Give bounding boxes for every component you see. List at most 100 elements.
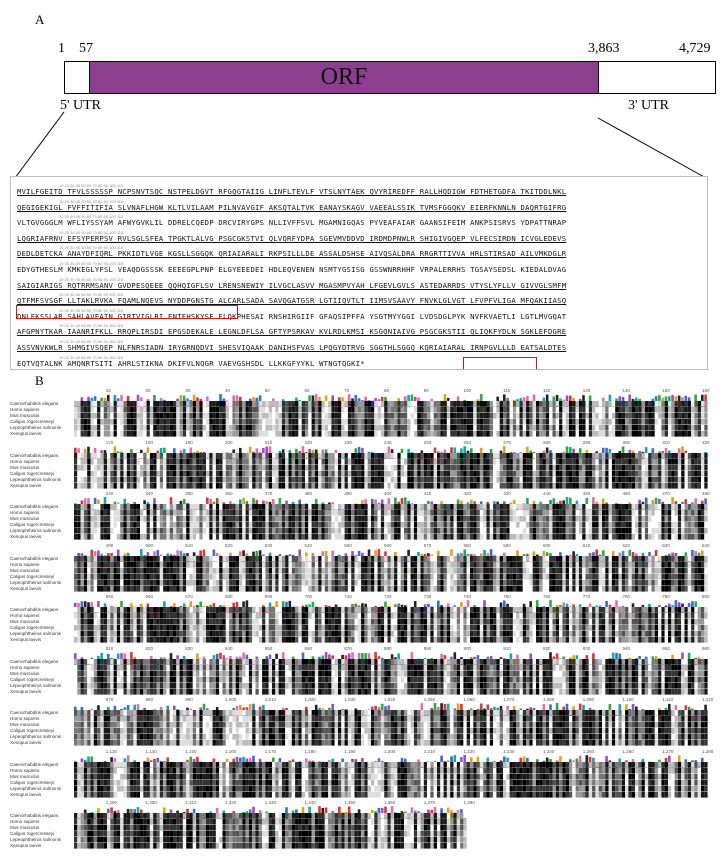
- alignment-cell: [621, 458, 626, 465]
- alignment-cell: [206, 482, 210, 489]
- alignment-cell: [206, 585, 210, 592]
- alignment-cell: [456, 516, 461, 522]
- alignment-cell: [123, 482, 127, 489]
- alignment-cell: [255, 413, 259, 419]
- alignment-cell: [156, 579, 160, 586]
- alignment-cell: [555, 413, 560, 419]
- alignment-cell: [344, 561, 348, 568]
- alignment-cell: [301, 413, 305, 419]
- alignment-cell: [651, 425, 655, 431]
- alignment-cell: [354, 401, 358, 407]
- alignment-cell: [496, 413, 500, 419]
- alignment-cell: [400, 522, 404, 528]
- alignment-cell: [281, 555, 286, 562]
- alignment-cell: [433, 504, 437, 510]
- alignment-cell: [116, 401, 121, 407]
- alignment-cell: [149, 407, 154, 413]
- alignment-cell: [225, 452, 230, 459]
- alignment-cell: [189, 419, 193, 425]
- alignment-cell: [209, 516, 213, 522]
- alignment-cell: [344, 579, 348, 586]
- alignment-cell: [522, 510, 527, 516]
- alignment-cell: [536, 504, 540, 510]
- alignment-cell: [595, 476, 599, 483]
- alignment-cell: [489, 476, 494, 483]
- alignment-cell: [100, 452, 104, 459]
- alignment-cell: [404, 464, 408, 471]
- alignment-cell: [357, 419, 362, 425]
- alignment-cell: [222, 470, 226, 477]
- alignment-cell: [473, 407, 477, 413]
- alignment-cell: [552, 452, 556, 459]
- alignment-cell: [255, 464, 259, 471]
- alignment-cell: [536, 510, 540, 516]
- alignment-cell: [113, 555, 117, 562]
- alignment-cell: [506, 504, 510, 510]
- alignment-cell: [149, 413, 154, 419]
- alignment-cell: [440, 516, 444, 522]
- alignment-cell: [258, 401, 263, 407]
- alignment-cell: [318, 579, 322, 586]
- alignment-cell: [519, 401, 523, 407]
- alignment-cell: [549, 413, 553, 419]
- alignment-cell: [74, 585, 78, 592]
- alignment-cell: [552, 516, 556, 522]
- alignment-cell: [522, 431, 527, 437]
- alignment-cell: [281, 585, 286, 592]
- alignment-cell: [423, 419, 428, 425]
- alignment-cell: [202, 470, 206, 477]
- alignment-cell: [536, 476, 540, 483]
- alignment-cell: [641, 470, 645, 477]
- alignment-cell: [328, 482, 332, 489]
- alignment-cell: [404, 534, 408, 540]
- alignment-cell: [245, 419, 249, 425]
- alignment-cell: [572, 504, 576, 510]
- alignment-cell: [143, 452, 147, 459]
- alignment-cell: [453, 425, 457, 431]
- alignment-cell: [364, 464, 368, 471]
- alignment-cell: [235, 579, 239, 586]
- alignment-cell: [644, 413, 649, 419]
- alignment-cell: [545, 470, 550, 477]
- alignment-cell: [130, 470, 134, 477]
- alignment-cell: [130, 528, 134, 534]
- logo-residue: [631, 508, 635, 511]
- alignment-cell: [519, 528, 523, 534]
- alignment-cell: [361, 470, 365, 477]
- alignment-cell: [361, 425, 365, 431]
- alignment-cell: [377, 573, 381, 580]
- alignment-cell: [83, 452, 88, 459]
- alignment-cell: [687, 470, 692, 477]
- alignment-cell: [120, 413, 124, 419]
- alignment-cell: [331, 419, 335, 425]
- alignment-cell: [318, 482, 322, 489]
- sequence-ruler: 10 20 30 40 50 60 70 80 90 100 110: [59, 339, 124, 344]
- alignment-cell: [691, 401, 695, 407]
- alignment-cell: [163, 419, 167, 425]
- alignment-cell: [364, 516, 368, 522]
- alignment-cell: [262, 561, 266, 568]
- alignment-cell: [509, 452, 513, 459]
- alignment-cell: [704, 504, 708, 510]
- alignment-cell: [440, 534, 444, 540]
- alignment-cell: [641, 452, 645, 459]
- alignment-cell: [687, 431, 692, 437]
- alignment-scale-label: 110: [503, 388, 511, 393]
- alignment-cell: [595, 482, 599, 489]
- alignment-cell: [615, 419, 619, 425]
- alignment-cell: [278, 585, 282, 592]
- alignment-cell: [308, 425, 312, 431]
- alignment-cell: [413, 504, 418, 510]
- alignment-cell: [644, 452, 649, 459]
- alignment-cell: [615, 431, 619, 437]
- alignment-cell: [209, 585, 213, 592]
- alignment-cell: [206, 407, 210, 413]
- alignment-cell: [503, 528, 507, 534]
- alignment-cell: [545, 407, 550, 413]
- alignment-cell: [460, 504, 464, 510]
- alignment-cell: [496, 528, 500, 534]
- alignment-cell: [437, 407, 441, 413]
- alignment-cell: [100, 431, 104, 437]
- alignment-cell: [239, 458, 243, 465]
- alignment-cell: [278, 431, 282, 437]
